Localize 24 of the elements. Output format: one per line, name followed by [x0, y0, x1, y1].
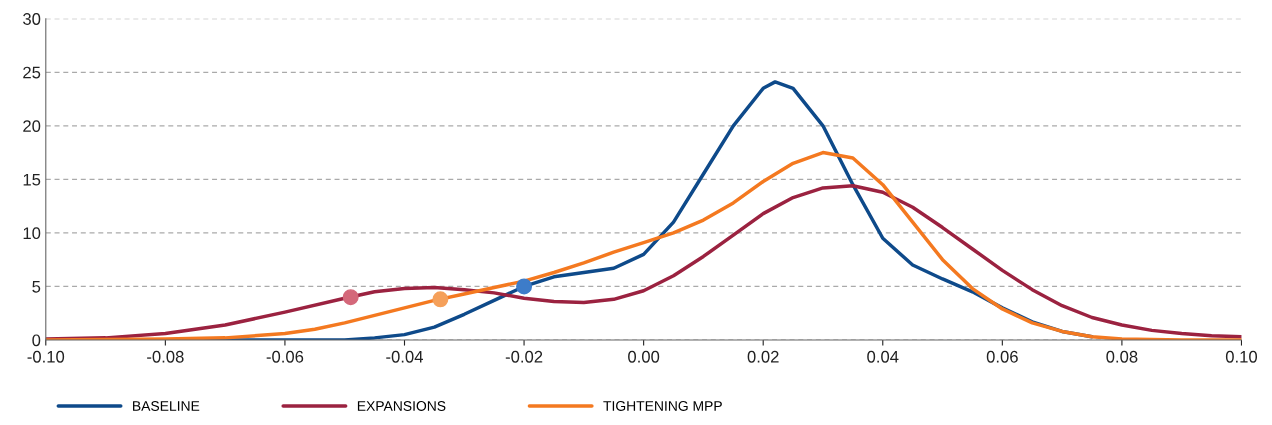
x-tick-label: 0.02	[747, 350, 779, 363]
y-tick-label: 30	[23, 13, 41, 25]
point	[432, 291, 449, 308]
x-tick-label: -0.02	[505, 350, 543, 363]
y-tick-label: 25	[23, 66, 41, 79]
x-tick-label: 0.04	[867, 350, 899, 363]
x-tick-label: -0.06	[266, 350, 304, 363]
legend-label: BASELINE	[133, 401, 200, 411]
x-tick-label: -0.10	[27, 350, 65, 363]
y-tick-label: 5	[32, 281, 41, 293]
y-tick-label: 15	[23, 173, 41, 186]
x-tick-label: 0.10	[1225, 350, 1258, 363]
y-tick-label: 20	[23, 120, 41, 132]
point	[516, 278, 533, 295]
point	[342, 289, 359, 306]
x-tick-label: -0.08	[147, 350, 184, 363]
x-tick-label: 0.06	[986, 350, 1018, 363]
y-tick-label: 10	[23, 227, 41, 240]
legend-label: EXPANSIONS	[357, 401, 446, 411]
x-tick-label: 0.00	[628, 350, 660, 363]
x-tick-label: 0.08	[1106, 350, 1138, 363]
legend-label: TIGHTENING MPP	[603, 401, 722, 411]
x-tick-label: -0.04	[386, 350, 423, 363]
y-tick-label: 0	[32, 334, 41, 347]
